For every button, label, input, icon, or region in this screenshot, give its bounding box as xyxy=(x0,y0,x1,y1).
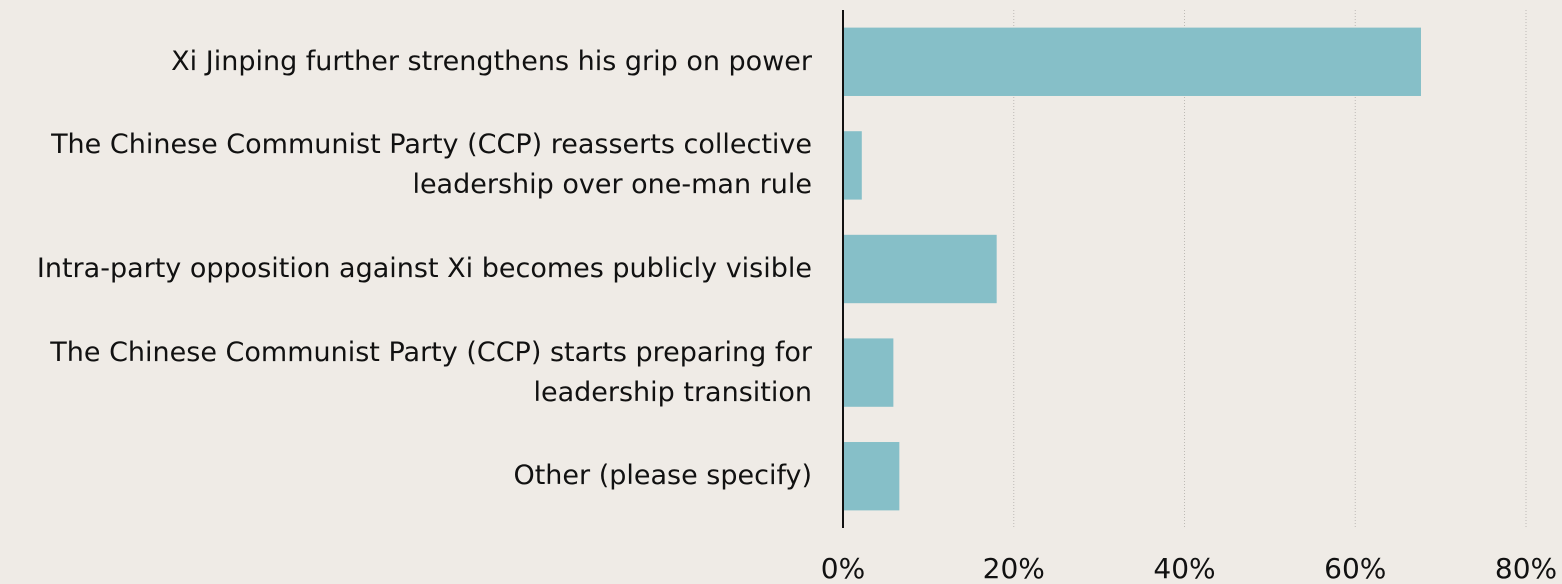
bar xyxy=(843,131,862,200)
category-label: The Chinese Communist Party (CCP) reasse… xyxy=(51,129,812,201)
category-label: The Chinese Communist Party (CCP) starts… xyxy=(50,336,812,408)
category-label: Other (please specify) xyxy=(513,460,812,492)
x-tick-label: 20% xyxy=(983,552,1045,584)
bar xyxy=(843,338,894,407)
category-label: Xi Jinping further strengthens his grip … xyxy=(171,45,812,77)
bar xyxy=(843,234,997,304)
x-tick-label: 40% xyxy=(1153,552,1215,584)
category-label: Intra-party opposition against Xi become… xyxy=(36,252,812,284)
bar xyxy=(843,27,1421,96)
x-tick-label: 0% xyxy=(821,552,865,584)
x-tick-label: 60% xyxy=(1324,552,1386,584)
x-tick-label: 80% xyxy=(1495,552,1557,584)
bar xyxy=(843,442,900,511)
